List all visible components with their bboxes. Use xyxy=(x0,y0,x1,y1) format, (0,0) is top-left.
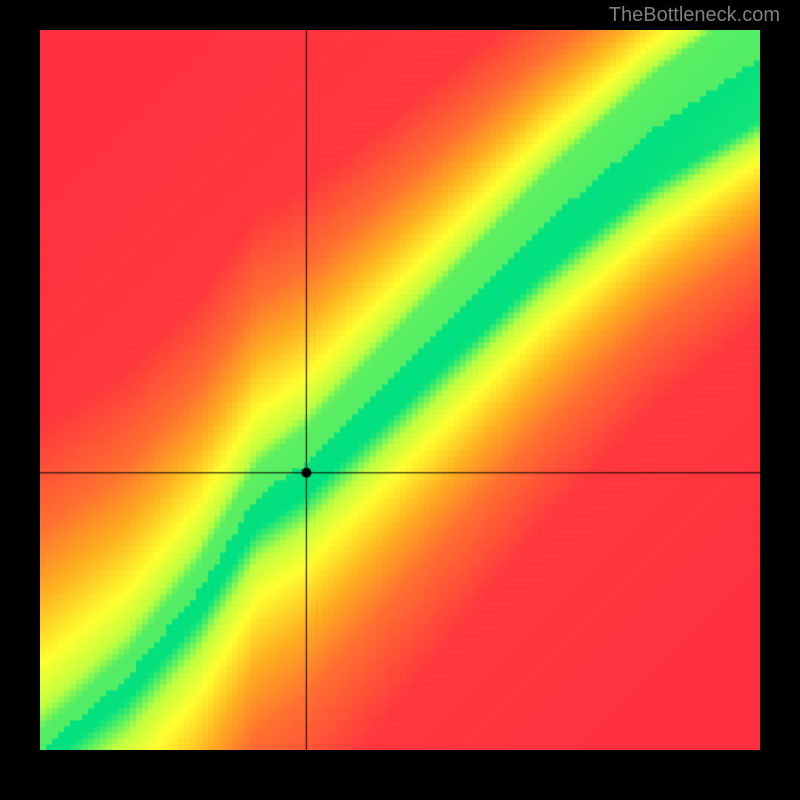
chart-container: TheBottleneck.com xyxy=(0,0,800,800)
heatmap-plot xyxy=(40,30,760,750)
watermark-text: TheBottleneck.com xyxy=(609,4,780,27)
heatmap-canvas xyxy=(40,30,760,750)
